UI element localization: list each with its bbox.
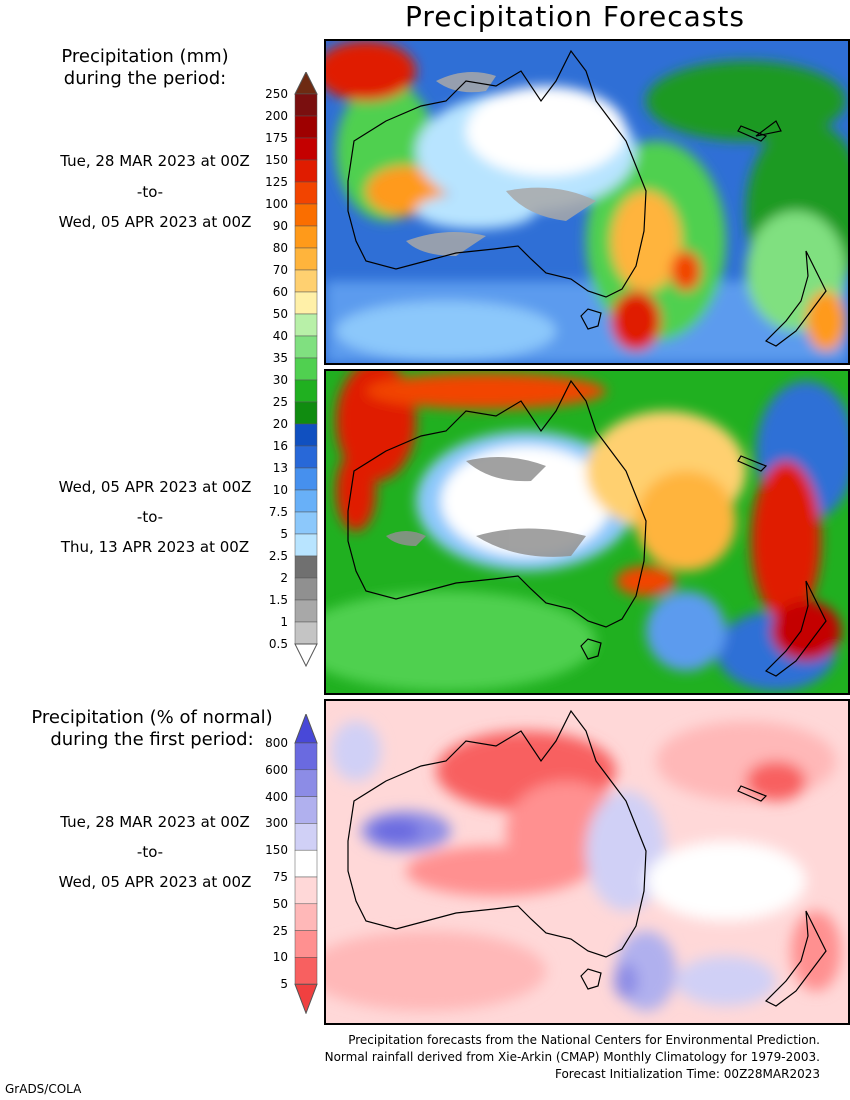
panel2-start-date: Wed, 05 APR 2023 at 00Z <box>58 478 252 496</box>
scale-tick-label: 90 <box>272 219 288 233</box>
scale-segment <box>294 742 318 771</box>
panel3-start-date: Tue, 28 MAR 2023 at 00Z <box>60 813 250 831</box>
scale-segment <box>294 225 318 249</box>
scale-tick-label: 600 <box>265 762 288 777</box>
scale-tick-label: 5 <box>280 527 288 541</box>
scale-segment <box>294 269 318 293</box>
panel1-label-line1: Precipitation (mm) <box>61 46 229 67</box>
footer-line1: Precipitation forecasts from the Nationa… <box>348 1033 820 1047</box>
scale-cap-bottom <box>294 983 318 1014</box>
scale-tick-label: 175 <box>265 131 288 145</box>
scale-segment <box>294 957 318 985</box>
chart-title: Precipitation Forecasts <box>405 0 745 33</box>
scale-tick-label: 20 <box>272 417 288 431</box>
scale-tick-label: 25 <box>272 395 288 409</box>
map-panel-week2 <box>324 369 850 695</box>
scale-tick-label: 10 <box>272 950 288 965</box>
scale-tick-label: 60 <box>272 285 288 299</box>
scale-tick-label: 16 <box>272 439 288 453</box>
panel1-start-date: Tue, 28 MAR 2023 at 00Z <box>60 152 250 170</box>
scale-tick-label: 70 <box>272 263 288 277</box>
scale-tick-label: 2.5 <box>268 549 288 563</box>
scale-segment <box>294 823 318 851</box>
scale-segment <box>294 203 318 227</box>
panel2-to: -to- <box>136 508 164 526</box>
scale-tick-label: 2 <box>280 571 288 585</box>
scale-tick-label: 1.5 <box>268 593 288 607</box>
panel3-end-date: Wed, 05 APR 2023 at 00Z <box>58 873 252 891</box>
panel1-to: -to- <box>136 183 164 201</box>
scale-segment <box>294 489 318 513</box>
scale-segment <box>294 445 318 469</box>
scale-tick-label: 80 <box>272 241 288 255</box>
mm-color-scale <box>294 72 318 668</box>
scale-segment <box>294 335 318 359</box>
scale-tick-label: 7.5 <box>268 505 288 519</box>
scale-tick-label: 13 <box>272 461 288 475</box>
scale-segment <box>294 379 318 403</box>
panel3-label-line2: during the first period: <box>50 729 254 750</box>
scale-segment <box>294 621 318 645</box>
scale-tick-label: 40 <box>272 329 288 343</box>
scale-tick-label: 800 <box>265 736 288 750</box>
pct-color-scale <box>294 714 318 1014</box>
scale-tick-label: 30 <box>272 373 288 387</box>
scale-segment <box>294 291 318 315</box>
scale-tick-label: 5 <box>280 977 288 992</box>
scale-segment <box>294 849 318 878</box>
scale-segment <box>294 137 318 161</box>
scale-segment <box>294 357 318 381</box>
panel1-end-date: Wed, 05 APR 2023 at 00Z <box>58 213 252 231</box>
scale-segment <box>294 599 318 623</box>
scale-tick-label: 100 <box>265 197 288 211</box>
scale-tick-label: 1 <box>280 615 288 629</box>
panel2-end-date: Thu, 13 APR 2023 at 00Z <box>60 538 250 556</box>
scale-segment <box>294 876 318 905</box>
scale-segment <box>294 401 318 425</box>
map-panel-percent-normal <box>324 699 850 1025</box>
scale-segment <box>294 93 318 117</box>
scale-tick-label: 150 <box>265 843 288 858</box>
scale-tick-label: 50 <box>272 896 288 911</box>
scale-tick-label: 150 <box>265 153 288 167</box>
scale-tick-label: 300 <box>265 816 288 831</box>
scale-tick-label: 35 <box>272 351 288 365</box>
scale-segment <box>294 115 318 139</box>
scale-tick-label: 50 <box>272 307 288 321</box>
scale-segment <box>294 423 318 447</box>
scale-segment <box>294 181 318 205</box>
scale-segment <box>294 467 318 491</box>
scale-segment <box>294 313 318 337</box>
scale-segment <box>294 769 318 797</box>
scale-tick-label: 25 <box>272 923 288 938</box>
scale-cap-top <box>294 72 318 95</box>
credit-label: GrADS/COLA <box>5 1082 82 1096</box>
scale-segment <box>294 159 318 183</box>
scale-tick-label: 10 <box>272 483 288 497</box>
map-panel-week1 <box>324 39 850 365</box>
scale-tick-label: 75 <box>272 870 288 884</box>
scale-segment <box>294 930 318 958</box>
scale-segment <box>294 511 318 535</box>
panel3-label-line1: Precipitation (% of normal) <box>31 707 273 728</box>
scale-segment <box>294 247 318 271</box>
footer-line2: Normal rainfall derived from Xie-Arkin (… <box>324 1050 820 1064</box>
scale-cap-top <box>294 714 318 744</box>
scale-tick-label: 0.5 <box>268 637 288 651</box>
scale-tick-label: 200 <box>265 109 288 123</box>
scale-tick-label: 400 <box>265 789 288 804</box>
scale-segment <box>294 555 318 579</box>
scale-segment <box>294 577 318 601</box>
panel1-label-line2: during the period: <box>63 68 227 89</box>
scale-segment <box>294 796 318 824</box>
scale-tick-label: 250 <box>265 87 288 101</box>
scale-segment <box>294 903 318 931</box>
footer-line3: Forecast Initialization Time: 00Z28MAR20… <box>554 1067 820 1081</box>
scale-segment <box>294 533 318 557</box>
scale-cap-bottom <box>294 643 318 668</box>
scale-tick-label: 125 <box>265 175 288 189</box>
panel3-to: -to- <box>136 843 164 861</box>
